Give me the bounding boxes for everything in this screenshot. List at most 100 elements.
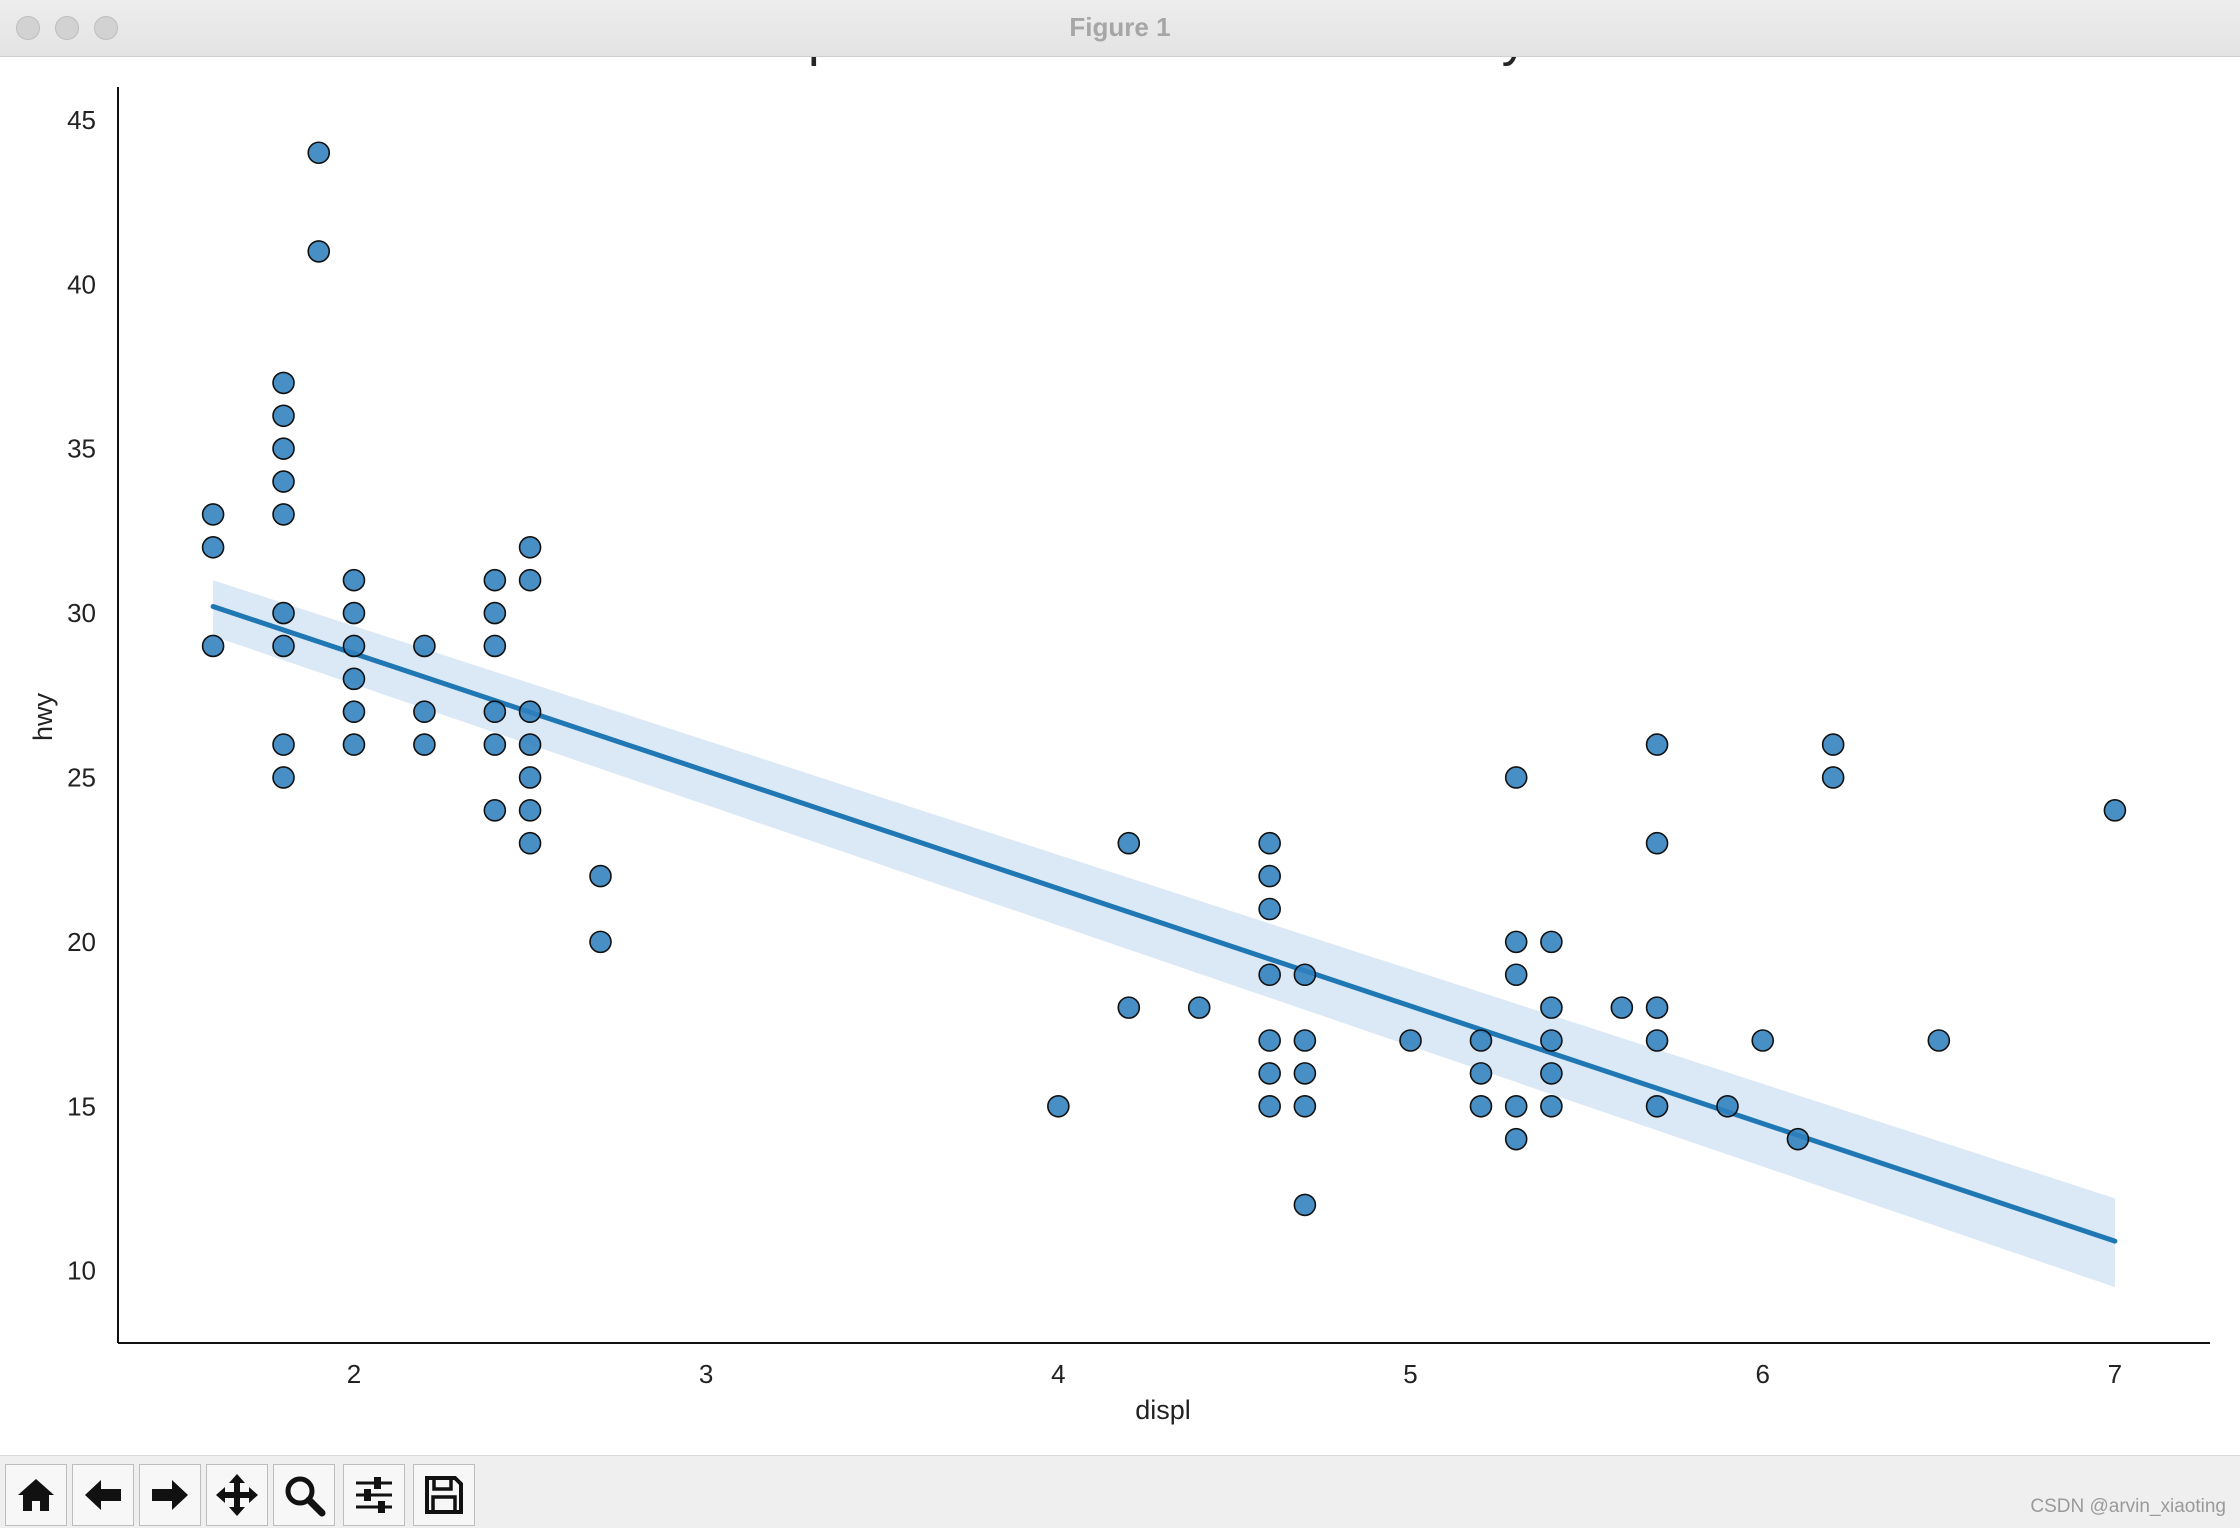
data-point (1540, 1029, 1563, 1052)
x-tick-label: 2 (347, 1359, 361, 1389)
data-point (1504, 1094, 1528, 1118)
zoom-button[interactable] (273, 1464, 335, 1526)
data-point (1645, 1094, 1669, 1118)
data-point (1504, 930, 1528, 954)
data-point (483, 634, 507, 658)
data-point (272, 404, 295, 428)
data-point (201, 536, 225, 559)
data-point (272, 371, 295, 395)
data-point (483, 700, 507, 724)
data-point (1540, 1062, 1563, 1085)
data-point (413, 733, 436, 756)
data-point (1399, 1029, 1422, 1052)
data-point (1187, 996, 1211, 1019)
y-tick-label: 20 (67, 927, 96, 957)
data-point (307, 240, 331, 263)
data-point (1610, 996, 1634, 1019)
data-point (1293, 963, 1317, 987)
home-button[interactable] (5, 1464, 67, 1526)
data-point (518, 700, 542, 724)
data-point (1645, 831, 1669, 855)
save-icon (425, 1476, 463, 1514)
y-tick-label: 25 (67, 762, 96, 792)
data-point (1258, 1029, 1281, 1052)
watermark: CSDN @arvin_xiaoting (2030, 1496, 2226, 1517)
data-point (342, 601, 366, 625)
back-button[interactable] (72, 1464, 134, 1526)
data-point (2103, 799, 2127, 822)
y-tick-label: 10 (67, 1256, 96, 1286)
window-title: Figure 1 (1069, 12, 1171, 42)
data-point (518, 568, 542, 592)
data-point (518, 733, 542, 756)
y-tick-label: 15 (67, 1091, 96, 1121)
data-point (272, 470, 295, 493)
data-point (1293, 1094, 1317, 1118)
data-point (1821, 733, 1845, 756)
close-window-button[interactable] (16, 16, 40, 40)
confidence-band (213, 580, 2115, 1288)
home-icon (18, 1479, 54, 1511)
data-point (1047, 1094, 1070, 1118)
x-tick-label: 4 (1051, 1359, 1065, 1389)
data-point (272, 437, 295, 460)
data-point (1258, 1094, 1281, 1118)
forward-button[interactable] (139, 1464, 201, 1526)
data-point (1751, 1029, 1775, 1052)
data-point (272, 601, 295, 625)
data-point (1540, 930, 1563, 954)
data-point (1258, 963, 1281, 987)
data-point (1293, 1029, 1317, 1052)
data-point (1469, 1029, 1493, 1052)
pan-button[interactable] (206, 1464, 268, 1526)
data-point (1258, 1062, 1281, 1085)
data-point (1258, 897, 1281, 921)
data-point (1469, 1062, 1493, 1085)
back-icon (85, 1480, 121, 1510)
data-point (1821, 766, 1845, 789)
data-point (1293, 1062, 1317, 1085)
navigation-toolbar: CSDN @arvin_xiaoting (0, 1455, 2240, 1528)
x-axis-label: displ (1135, 1395, 1191, 1425)
data-point (272, 766, 295, 789)
data-point (1117, 996, 1141, 1019)
data-point (1117, 831, 1141, 855)
data-point (1540, 1094, 1563, 1118)
save-button[interactable] (413, 1464, 475, 1526)
data-point (589, 864, 612, 888)
x-tick-label: 5 (1403, 1359, 1417, 1389)
data-point (1469, 1094, 1493, 1118)
data-point (1645, 1029, 1669, 1052)
data-point (1786, 1127, 1810, 1151)
data-point (518, 766, 542, 789)
data-point (483, 568, 507, 592)
data-point (307, 141, 331, 165)
data-point (483, 601, 507, 625)
data-point (201, 634, 225, 658)
zoom-window-button[interactable] (94, 16, 118, 40)
data-point (342, 634, 366, 658)
data-point (1258, 831, 1281, 855)
scatter-chart: Scatterplot with line of best fit for al… (28, 57, 2210, 1425)
minimize-window-button[interactable] (55, 16, 79, 40)
pan-icon (216, 1474, 258, 1516)
data-point (1504, 963, 1528, 987)
data-point (518, 536, 542, 559)
data-point (413, 700, 436, 724)
data-point (1645, 996, 1669, 1019)
data-point (483, 799, 507, 822)
window-titlebar: Figure 1 (0, 0, 2240, 57)
configure-subplots-button[interactable] (343, 1464, 405, 1526)
x-tick-label: 3 (699, 1359, 713, 1389)
data-point (272, 733, 295, 756)
data-point (201, 503, 225, 526)
data-point (413, 634, 436, 658)
zoom-icon (285, 1476, 326, 1517)
y-tick-label: 35 (67, 434, 96, 464)
y-tick-label: 40 (67, 269, 96, 299)
data-point (1540, 996, 1563, 1019)
chart-title: Scatterplot with line of best fit for al… (643, 57, 1681, 67)
data-point (342, 667, 366, 691)
data-point (1504, 766, 1528, 789)
data-point (272, 634, 295, 658)
